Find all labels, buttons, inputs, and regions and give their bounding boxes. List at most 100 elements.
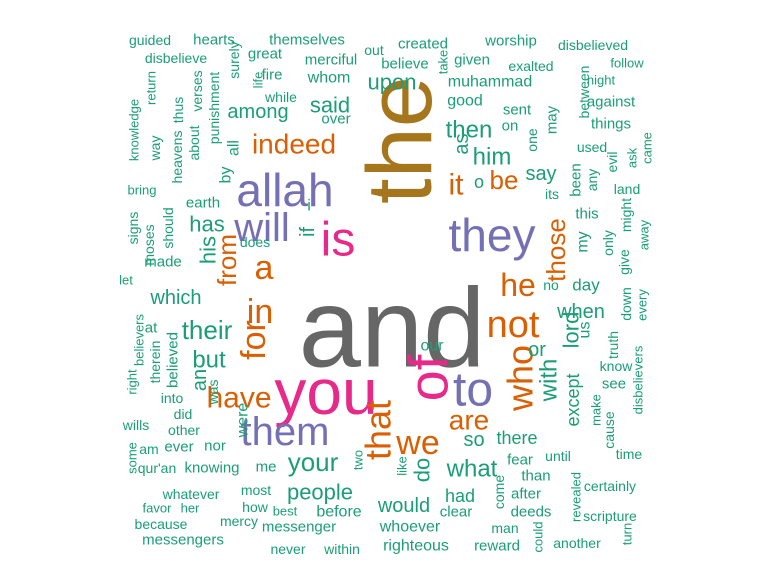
word-will: will xyxy=(233,206,290,250)
word-said: said xyxy=(310,93,350,118)
word-people: people xyxy=(287,480,353,505)
word-them: them xyxy=(241,410,330,454)
word-you: you xyxy=(274,356,377,428)
word-among: among xyxy=(227,101,288,123)
word-knowing: knowing xyxy=(184,460,239,477)
word-after: after xyxy=(511,486,541,503)
word-but: but xyxy=(192,347,226,374)
word-day: day xyxy=(572,276,600,295)
word-may: may xyxy=(544,105,561,134)
word-life: life xyxy=(251,72,266,89)
word-an: an xyxy=(189,369,211,391)
word-he: he xyxy=(500,267,536,303)
word-worship: worship xyxy=(484,33,537,50)
word-any: any xyxy=(584,169,600,192)
word-us: us xyxy=(577,322,594,339)
word-against: against xyxy=(587,94,636,111)
word-has: has xyxy=(189,212,224,237)
word-revealed: revealed xyxy=(569,472,584,522)
word-his: his xyxy=(196,236,221,264)
word-came: came xyxy=(640,132,655,164)
word-disbelieved: disbelieved xyxy=(558,37,628,53)
word-clear: clear xyxy=(440,504,473,521)
word-merciful: merciful xyxy=(305,52,358,69)
word-because: because xyxy=(135,516,188,532)
word-knowledge: knowledge xyxy=(127,99,142,161)
word-truth: truth xyxy=(605,331,621,359)
word-sent: sent xyxy=(503,102,532,119)
word-messengers: messengers xyxy=(142,532,224,549)
word-that: that xyxy=(358,400,399,460)
word-when: when xyxy=(556,301,605,323)
word-ever: ever xyxy=(164,439,193,456)
word-indeed: indeed xyxy=(252,129,336,160)
word-another: another xyxy=(553,535,601,551)
word-is: is xyxy=(321,214,356,267)
word-from: from xyxy=(212,234,242,286)
word-let: let xyxy=(119,273,133,288)
word-have: have xyxy=(206,382,271,415)
word-therein: therein xyxy=(147,341,163,384)
word-messenger: messenger xyxy=(262,519,336,536)
word-heavens: heavens xyxy=(169,131,185,184)
word-reward: reward xyxy=(474,538,520,555)
word-their: their xyxy=(182,315,233,345)
word-certainly: certainly xyxy=(584,478,636,494)
word-had: had xyxy=(445,486,475,506)
word-never: never xyxy=(270,541,305,557)
word-moses: moses xyxy=(141,224,157,265)
word-time: time xyxy=(616,446,643,462)
word-before: before xyxy=(316,504,361,521)
word-out: out xyxy=(364,42,384,58)
word-qur-an: qur'an xyxy=(138,460,176,476)
word-punishment: punishment xyxy=(206,72,222,144)
word-so: so xyxy=(463,429,484,451)
word-given: given xyxy=(454,52,490,69)
word-exalted: exalted xyxy=(508,58,553,74)
word-were: were xyxy=(235,403,252,439)
word-no: no xyxy=(543,277,559,293)
word-believe: believe xyxy=(381,56,429,73)
word-man: man xyxy=(491,520,518,536)
word-most: most xyxy=(241,482,271,498)
word-o: o xyxy=(474,172,484,192)
word-used: used xyxy=(577,139,607,155)
word-mercy: mercy xyxy=(220,513,258,529)
word-which: which xyxy=(149,287,201,309)
word-our: our xyxy=(420,338,444,355)
word-return: return xyxy=(144,71,159,105)
word-believers: believers xyxy=(132,313,147,366)
word-how: how xyxy=(242,499,269,515)
word-other: other xyxy=(168,422,200,438)
word-disbelievers: disbelievers xyxy=(631,345,646,414)
word-of: of xyxy=(397,354,460,401)
word-some: some xyxy=(125,442,140,474)
word-come: come xyxy=(491,475,507,509)
word-themselves: themselves xyxy=(269,32,345,49)
word-over: over xyxy=(321,111,350,128)
word-my: my xyxy=(575,231,592,252)
word-until: until xyxy=(545,448,571,464)
word-at: at xyxy=(145,320,158,337)
word-in: in xyxy=(247,293,273,331)
word-every: every xyxy=(635,289,650,321)
word-the: the xyxy=(349,76,451,204)
word-wills: wills xyxy=(122,417,149,433)
word-than: than xyxy=(521,468,550,485)
word-does: does xyxy=(240,234,270,250)
word-deeds: deeds xyxy=(511,504,552,521)
word-about: about xyxy=(186,125,202,160)
word-see: see xyxy=(602,376,626,393)
word-him: him xyxy=(473,144,512,171)
word-then: then xyxy=(446,117,493,144)
word-upon: upon xyxy=(368,70,417,95)
word-by: by xyxy=(218,167,235,184)
word-guided: guided xyxy=(129,32,171,48)
word-not: not xyxy=(487,304,540,346)
word-know: know xyxy=(600,358,634,374)
word-they: they xyxy=(449,209,536,261)
word-all: all xyxy=(226,140,243,156)
word-except: except xyxy=(563,373,583,426)
